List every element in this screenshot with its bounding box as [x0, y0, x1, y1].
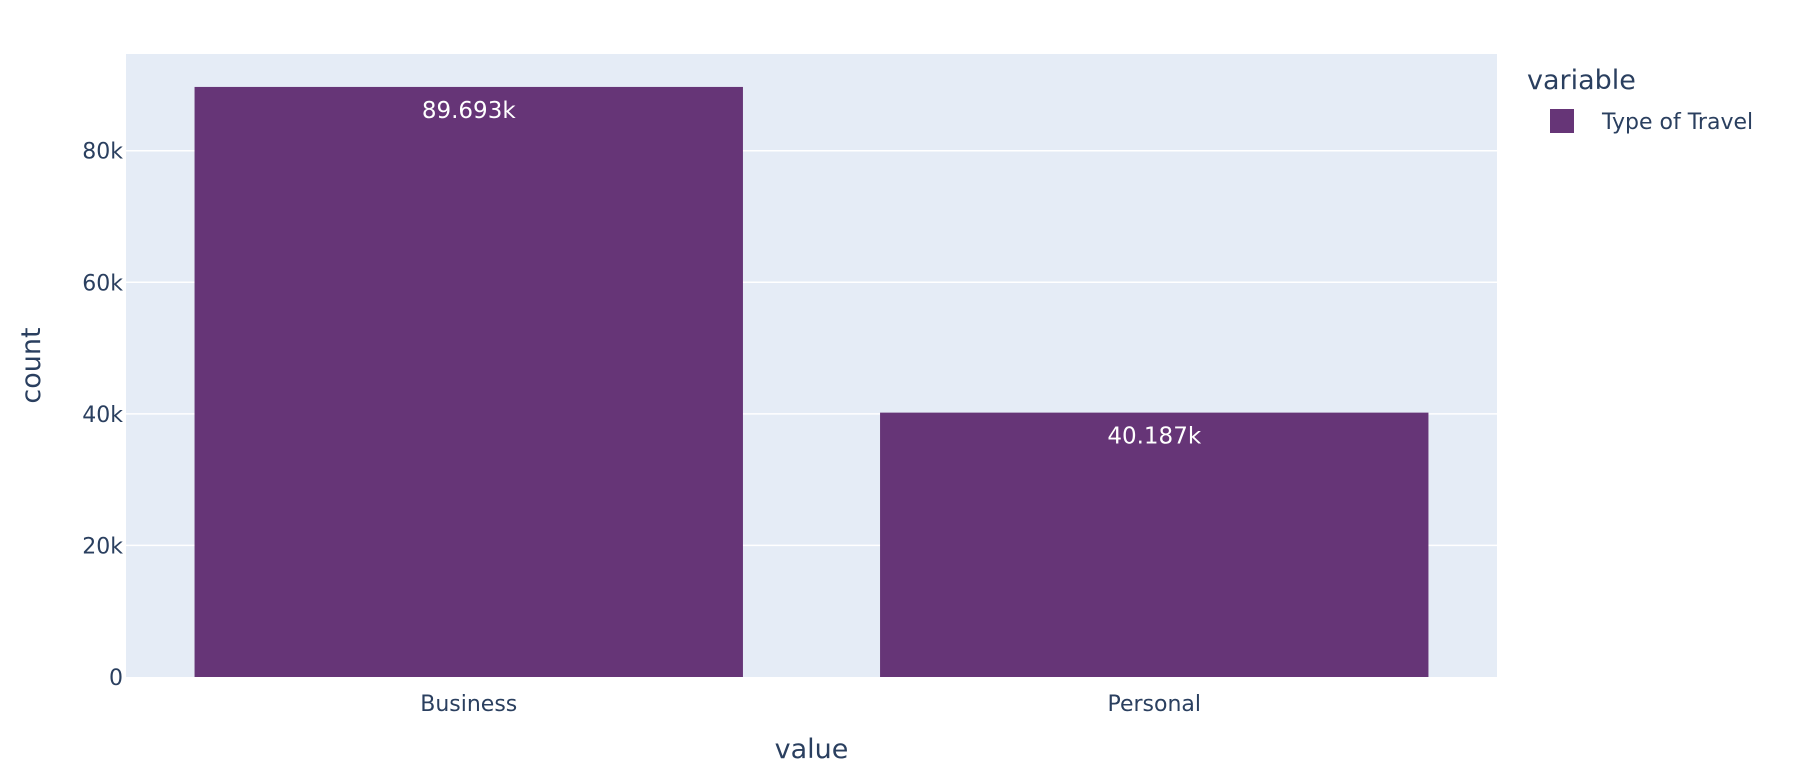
y-tick-label: 80k: [82, 140, 123, 165]
y-tick-label: 20k: [82, 534, 123, 559]
bar-personal: [880, 412, 1429, 677]
y-axis-title: count: [16, 327, 47, 403]
y-axis-ticks: 0 20k 40k 60k 80k: [82, 140, 123, 691]
x-tick-label: Business: [420, 692, 517, 717]
legend-swatch: [1550, 109, 1574, 133]
y-tick-label: 0: [109, 666, 123, 691]
bar-data-label: 40.187k: [1107, 424, 1201, 450]
x-tick-label: Personal: [1107, 692, 1201, 717]
bars: [194, 86, 1429, 678]
bar-data-labels: 89.693k 40.187k: [422, 98, 1202, 450]
x-axis-ticks: Business Personal: [420, 692, 1201, 717]
legend-items: Type of Travel: [1550, 109, 1753, 135]
bar-data-label: 89.693k: [422, 98, 516, 124]
y-tick-label: 60k: [82, 271, 123, 296]
bar-business: [194, 86, 743, 678]
legend-title: variable: [1527, 65, 1636, 96]
x-axis-title: value: [775, 734, 849, 765]
y-tick-label: 40k: [82, 403, 123, 428]
legend: variable Type of Travel: [1527, 65, 1753, 135]
legend-item-label: Type of Travel: [1601, 110, 1753, 135]
